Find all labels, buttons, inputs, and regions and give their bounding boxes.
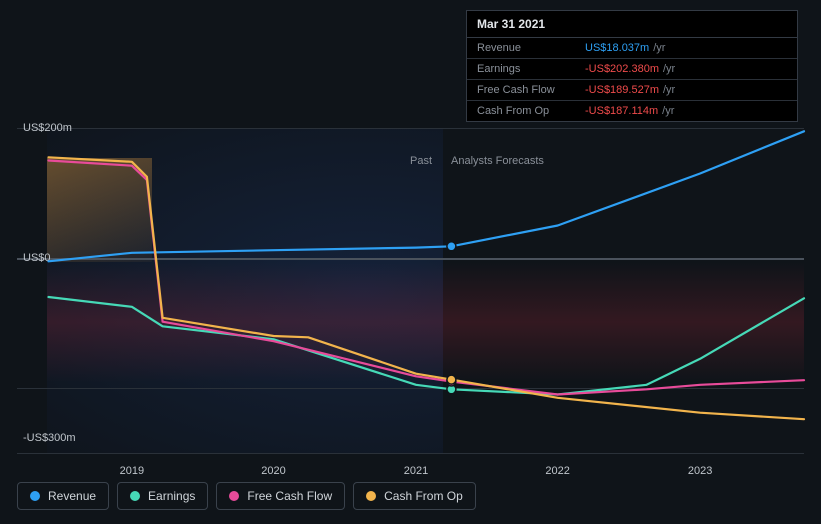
tooltip-metric-value: -US$189.527m <box>585 84 659 96</box>
x-tick-label: 2023 <box>688 465 712 477</box>
legend-item-cfo[interactable]: Cash From Op <box>353 482 476 510</box>
x-tick-label: 2021 <box>404 465 428 477</box>
tooltip-metric-value: -US$187.114m <box>585 105 658 117</box>
legend-label: Cash From Op <box>384 489 463 503</box>
tooltip-metric-label: Cash From Op <box>477 105 585 117</box>
legend-label: Free Cash Flow <box>247 489 332 503</box>
tooltip-metric-label: Free Cash Flow <box>477 84 585 96</box>
tooltip-row: Earnings -US$202.380m /yr <box>467 59 797 80</box>
tooltip-suffix: /yr <box>663 84 675 96</box>
x-tick-label: 2020 <box>261 465 285 477</box>
chart-tooltip: Mar 31 2021 Revenue US$18.037m /yr Earni… <box>466 10 798 122</box>
y-gridline <box>17 453 804 454</box>
tooltip-metric-label: Revenue <box>477 42 585 54</box>
plot-area[interactable]: US$200m US$0 -US$300m Past Analysts Fore… <box>17 128 804 453</box>
legend-label: Earnings <box>148 489 195 503</box>
legend-item-revenue[interactable]: Revenue <box>17 482 109 510</box>
financials-chart: Mar 31 2021 Revenue US$18.037m /yr Earni… <box>17 10 804 464</box>
tooltip-row: Revenue US$18.037m /yr <box>467 38 797 59</box>
tooltip-row: Cash From Op -US$187.114m /yr <box>467 101 797 121</box>
x-tick-label: 2022 <box>545 465 569 477</box>
legend-swatch <box>229 491 239 501</box>
tooltip-metric-value: US$18.037m <box>585 42 649 54</box>
legend-item-earnings[interactable]: Earnings <box>117 482 208 510</box>
tooltip-metric-value: -US$202.380m <box>585 63 659 75</box>
legend-swatch <box>366 491 376 501</box>
tooltip-row: Free Cash Flow -US$189.527m /yr <box>467 80 797 101</box>
tooltip-metric-label: Earnings <box>477 63 585 75</box>
x-tick-label: 2019 <box>120 465 144 477</box>
legend-item-fcf[interactable]: Free Cash Flow <box>216 482 345 510</box>
legend-swatch <box>30 491 40 501</box>
tooltip-suffix: /yr <box>653 42 665 54</box>
chart-legend: Revenue Earnings Free Cash Flow Cash Fro… <box>17 482 476 510</box>
chart-lines-svg <box>17 128 804 453</box>
tooltip-suffix: /yr <box>663 63 675 75</box>
tooltip-date: Mar 31 2021 <box>467 11 797 38</box>
tooltip-suffix: /yr <box>662 105 674 117</box>
legend-label: Revenue <box>48 489 96 503</box>
legend-swatch <box>130 491 140 501</box>
